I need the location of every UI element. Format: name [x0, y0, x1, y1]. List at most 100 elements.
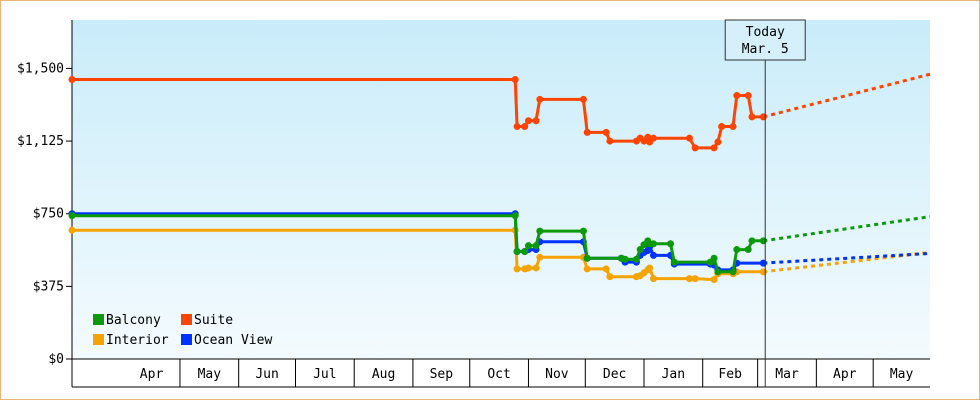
- data-point-interior: [649, 275, 657, 283]
- x-tick-label: Jul: [313, 367, 336, 382]
- y-axis: $0 $375 $750 $1,125 $1,500: [17, 20, 73, 367]
- data-point-suite: [744, 92, 752, 100]
- series-balcony: [68, 212, 931, 276]
- data-point-interior: [685, 275, 693, 283]
- plot-area: [72, 20, 930, 359]
- data-point-balcony: [759, 237, 767, 245]
- legend-label-balcony: Balcony: [106, 313, 161, 328]
- data-point-interior: [691, 275, 699, 283]
- data-point-balcony: [649, 240, 657, 248]
- today-marker: Today Mar. 5: [724, 19, 806, 387]
- data-point-interior: [646, 264, 654, 272]
- data-point-suite: [733, 92, 741, 100]
- x-tick-label: Mar: [775, 367, 799, 382]
- data-point-balcony: [729, 268, 737, 276]
- data-point-ocean-view: [759, 259, 767, 267]
- today-box: [724, 19, 806, 61]
- data-point-suite: [718, 123, 726, 131]
- data-point-suite: [68, 75, 76, 83]
- data-point-balcony: [532, 242, 540, 250]
- y-tick-label: $1,500: [17, 61, 64, 76]
- x-axis: Apr May Jun Jul Aug Sep Oct Nov Dec Jan Feb Mar Apr M…: [71, 358, 930, 388]
- x-tick-label: Jan: [662, 367, 685, 382]
- data-point-interior: [532, 264, 540, 272]
- today-date-label: Mar. 5: [742, 42, 789, 57]
- x-tick-label: Jun: [255, 367, 278, 382]
- data-point-balcony: [667, 240, 675, 248]
- legend-swatch-interior: [93, 334, 104, 345]
- x-tick-label: Oct: [487, 367, 510, 382]
- x-tick-label: Aug: [372, 367, 395, 382]
- data-point-suite: [710, 144, 718, 152]
- data-point-balcony: [670, 258, 678, 266]
- data-point-interior: [513, 265, 521, 273]
- y-tick-label: $750: [33, 207, 64, 222]
- data-point-suite: [714, 138, 722, 146]
- series-suite: [68, 72, 931, 152]
- data-point-suite: [691, 144, 699, 152]
- data-point-interior: [710, 276, 718, 284]
- x-tick-label: Dec: [603, 367, 626, 382]
- data-point-suite: [532, 117, 540, 125]
- today-label: Today: [746, 25, 785, 40]
- data-point-balcony: [621, 255, 629, 263]
- data-point-balcony: [744, 246, 752, 254]
- data-point-suite: [602, 128, 610, 136]
- x-tick-label: Apr: [833, 367, 857, 382]
- data-point-balcony: [636, 246, 644, 254]
- data-point-suite: [606, 137, 614, 145]
- y-tick-label: $0: [48, 352, 64, 367]
- data-point-balcony: [68, 212, 76, 220]
- legend-swatch-ocean-view: [181, 334, 192, 345]
- data-point-interior: [536, 253, 544, 261]
- data-point-balcony: [748, 237, 756, 245]
- data-point-suite: [521, 123, 529, 131]
- x-tick-label: Sep: [430, 367, 454, 382]
- data-point-suite: [759, 113, 767, 121]
- x-tick-label: Apr: [140, 367, 164, 382]
- data-point-interior: [759, 268, 767, 276]
- x-tick-label: May: [198, 367, 222, 382]
- data-point-balcony: [513, 247, 521, 255]
- data-point-balcony: [521, 247, 529, 255]
- data-point-balcony: [710, 254, 718, 262]
- series-layer: [68, 72, 931, 284]
- x-tick-label: Nov: [545, 367, 569, 382]
- legend-swatch-suite: [181, 314, 192, 325]
- data-point-interior: [524, 264, 532, 272]
- data-point-balcony: [524, 242, 532, 250]
- data-point-suite: [685, 134, 693, 142]
- data-point-suite: [583, 128, 591, 136]
- legend: Balcony Suite Interior Ocean View: [93, 313, 272, 348]
- data-point-interior: [583, 265, 591, 273]
- data-point-suite: [579, 95, 587, 103]
- x-tick-label: May: [890, 367, 914, 382]
- legend-label-ocean-view: Ocean View: [194, 333, 272, 348]
- x-tick-label: Feb: [718, 367, 742, 382]
- forecast-line-ocean-view: [763, 251, 931, 265]
- data-point-balcony: [714, 268, 722, 276]
- data-point-suite: [536, 95, 544, 103]
- legend-swatch-balcony: [93, 314, 104, 325]
- legend-label-interior: Interior: [106, 333, 169, 348]
- data-point-suite: [513, 123, 521, 131]
- data-point-suite: [649, 134, 657, 142]
- data-point-ocean-view: [649, 251, 657, 259]
- data-point-suite: [748, 113, 756, 121]
- data-point-balcony: [579, 227, 587, 235]
- y-tick-label: $1,125: [17, 134, 64, 149]
- y-tick-label: $375: [33, 279, 64, 294]
- data-point-balcony: [536, 227, 544, 235]
- data-point-balcony: [632, 255, 640, 263]
- data-point-balcony: [733, 246, 741, 254]
- legend-label-suite: Suite: [194, 313, 233, 328]
- data-point-balcony: [511, 212, 519, 220]
- data-point-suite: [511, 75, 519, 83]
- data-point-interior: [68, 226, 76, 234]
- data-point-balcony: [583, 254, 591, 262]
- data-point-suite: [524, 117, 532, 125]
- data-point-interior: [606, 273, 614, 281]
- data-point-suite: [729, 123, 737, 131]
- data-point-interior: [602, 265, 610, 273]
